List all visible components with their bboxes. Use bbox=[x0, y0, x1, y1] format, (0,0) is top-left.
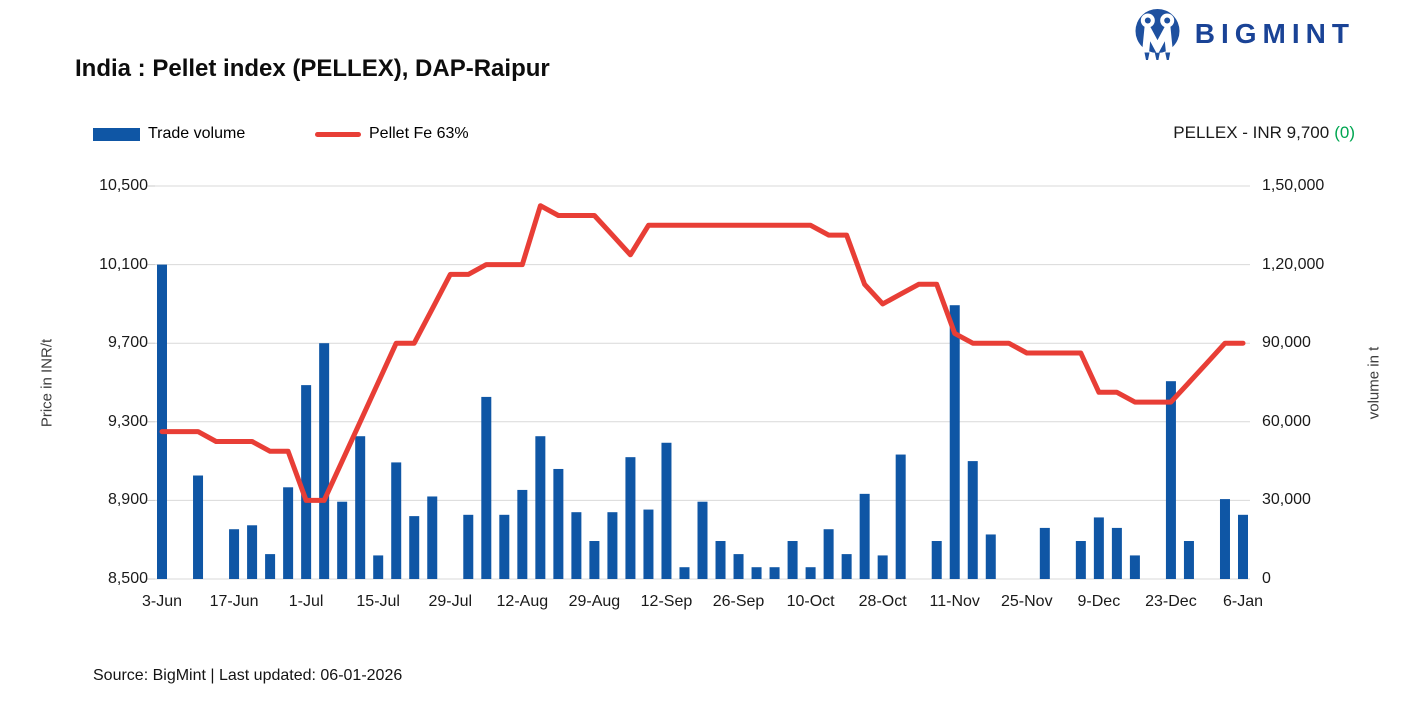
bar-trade-volume[interactable] bbox=[1093, 517, 1104, 579]
bar-trade-volume[interactable] bbox=[481, 396, 492, 579]
x-axis-tick: 6-Jan bbox=[1222, 593, 1264, 610]
bar-trade-volume[interactable] bbox=[661, 442, 672, 579]
bar-trade-volume[interactable] bbox=[751, 567, 762, 579]
bar-trade-volume[interactable] bbox=[733, 554, 744, 579]
legend-label: Pellet Fe 63% bbox=[369, 125, 469, 142]
bar-trade-volume[interactable] bbox=[949, 305, 960, 579]
bar-trade-volume[interactable] bbox=[229, 529, 240, 579]
x-axis-tick: 23-Dec bbox=[1145, 593, 1197, 610]
bar-trade-volume[interactable] bbox=[895, 454, 906, 579]
bar-trade-volume[interactable] bbox=[571, 512, 582, 579]
bar-trade-volume[interactable] bbox=[607, 512, 618, 579]
bar-trade-volume[interactable] bbox=[589, 541, 600, 579]
bar-trade-volume[interactable] bbox=[553, 468, 564, 579]
x-axis-tick: 9-Dec bbox=[1077, 593, 1121, 610]
source-note: Source: BigMint | Last updated: 06-01-20… bbox=[93, 667, 403, 684]
bar-trade-volume[interactable] bbox=[679, 567, 690, 579]
bar-trade-volume[interactable] bbox=[805, 567, 816, 579]
pellex-change: (0) bbox=[1334, 123, 1355, 142]
page-title: India : Pellet index (PELLEX), DAP-Raipu… bbox=[75, 55, 550, 82]
bar-trade-volume[interactable] bbox=[283, 487, 294, 579]
y-axis-tick-right: 1,20,000 bbox=[1262, 255, 1325, 273]
bar-trade-volume[interactable] bbox=[427, 496, 438, 579]
x-axis-tick: 11-Nov bbox=[929, 593, 980, 610]
y-axis-tick-left: 8,900 bbox=[107, 491, 148, 509]
bar-trade-volume[interactable] bbox=[877, 555, 888, 579]
bar-trade-volume[interactable] bbox=[1075, 541, 1086, 579]
legend-label: Trade volume bbox=[148, 125, 246, 142]
y-axis-tick-left: 10,500 bbox=[99, 177, 148, 194]
y-axis-tick-left: 8,500 bbox=[107, 570, 148, 587]
pellex-current-value: PELLEX - INR 9,700 (0) bbox=[1173, 123, 1355, 143]
bar-trade-volume[interactable] bbox=[985, 534, 996, 579]
y-axis-tick-left: 10,100 bbox=[99, 255, 148, 273]
bar-trade-volume[interactable] bbox=[247, 525, 258, 579]
bar-trade-volume[interactable] bbox=[535, 436, 546, 579]
x-axis-tick: 29-Aug bbox=[568, 593, 621, 610]
bar-trade-volume[interactable] bbox=[391, 462, 402, 579]
y-axis-tick-left: 9,300 bbox=[107, 412, 148, 430]
pellet-line-swatch-icon bbox=[315, 131, 361, 137]
x-axis-tick: 15-Jul bbox=[356, 593, 400, 610]
bar-trade-volume[interactable] bbox=[319, 343, 330, 579]
x-axis-tick: 3-Jun bbox=[141, 593, 183, 610]
y-axis-tick-right: 60,000 bbox=[1262, 412, 1311, 430]
bar-trade-volume[interactable] bbox=[157, 264, 167, 579]
bar-trade-volume[interactable] bbox=[769, 567, 780, 579]
x-axis-tick: 12-Sep bbox=[640, 593, 693, 610]
bar-trade-volume[interactable] bbox=[823, 529, 834, 579]
bar-trade-volume[interactable] bbox=[193, 475, 204, 579]
bigmint-logo: BIGMINT bbox=[1133, 7, 1355, 61]
bar-trade-volume[interactable] bbox=[337, 501, 348, 579]
bar-trade-volume[interactable] bbox=[1165, 381, 1176, 579]
y-axis-tick-right: 90,000 bbox=[1262, 334, 1311, 352]
y-axis-tick-left: 9,700 bbox=[107, 334, 148, 352]
bar-trade-volume[interactable] bbox=[715, 541, 726, 579]
x-axis-tick: 26-Sep bbox=[712, 593, 765, 610]
bar-trade-volume[interactable] bbox=[1219, 499, 1230, 579]
x-axis-tick: 1-Jul bbox=[288, 593, 324, 610]
bar-trade-volume[interactable] bbox=[409, 516, 420, 579]
legend-item-trade-volume[interactable]: Trade volume bbox=[93, 125, 245, 143]
bar-trade-volume[interactable] bbox=[841, 554, 852, 579]
bigmint-logo-icon bbox=[1135, 9, 1180, 60]
y-axis-tick-right: 0 bbox=[1262, 570, 1271, 587]
bar-trade-volume[interactable] bbox=[499, 514, 510, 579]
pellex-label: PELLEX - INR 9,700 bbox=[1173, 123, 1330, 142]
bar-trade-volume[interactable] bbox=[463, 514, 474, 579]
line-pellet-fe63[interactable] bbox=[159, 203, 1246, 503]
bar-trade-volume[interactable] bbox=[787, 541, 798, 579]
bar-trade-volume[interactable] bbox=[643, 509, 654, 579]
y-axis-tick-right: 30,000 bbox=[1262, 491, 1311, 509]
bar-trade-volume[interactable] bbox=[373, 555, 384, 579]
x-axis-tick: 10-Oct bbox=[786, 593, 835, 610]
bar-trade-volume[interactable] bbox=[1129, 555, 1140, 579]
bar-trade-volume[interactable] bbox=[1039, 527, 1050, 579]
bar-trade-volume[interactable] bbox=[301, 385, 312, 579]
x-axis-tick: 12-Aug bbox=[496, 593, 549, 610]
y-axis-tick-right: 1,50,000 bbox=[1262, 177, 1325, 194]
x-axis-tick: 17-Jun bbox=[209, 593, 259, 610]
bar-trade-volume[interactable] bbox=[1111, 527, 1122, 579]
legend-item-pellet-fe63[interactable]: Pellet Fe 63% bbox=[315, 125, 469, 143]
bigmint-wordmark: BIGMINT bbox=[1194, 18, 1355, 49]
bar-trade-volume[interactable] bbox=[625, 457, 636, 579]
bar-trade-volume[interactable] bbox=[265, 554, 276, 579]
bar-trade-volume[interactable] bbox=[1183, 541, 1194, 579]
bar-trade-volume[interactable] bbox=[859, 493, 870, 579]
bar-trade-volume[interactable] bbox=[517, 489, 528, 579]
x-axis-tick: 25-Nov bbox=[1001, 593, 1053, 610]
bar-trade-volume[interactable] bbox=[355, 436, 366, 579]
trade-volume-swatch-icon bbox=[93, 127, 140, 141]
x-axis-tick: 29-Jul bbox=[428, 593, 473, 610]
bar-trade-volume[interactable] bbox=[967, 461, 978, 579]
bar-trade-volume[interactable] bbox=[1238, 514, 1248, 579]
x-axis-tick: 28-Oct bbox=[858, 593, 907, 610]
bar-trade-volume[interactable] bbox=[697, 501, 708, 579]
bar-trade-volume[interactable] bbox=[931, 541, 942, 579]
